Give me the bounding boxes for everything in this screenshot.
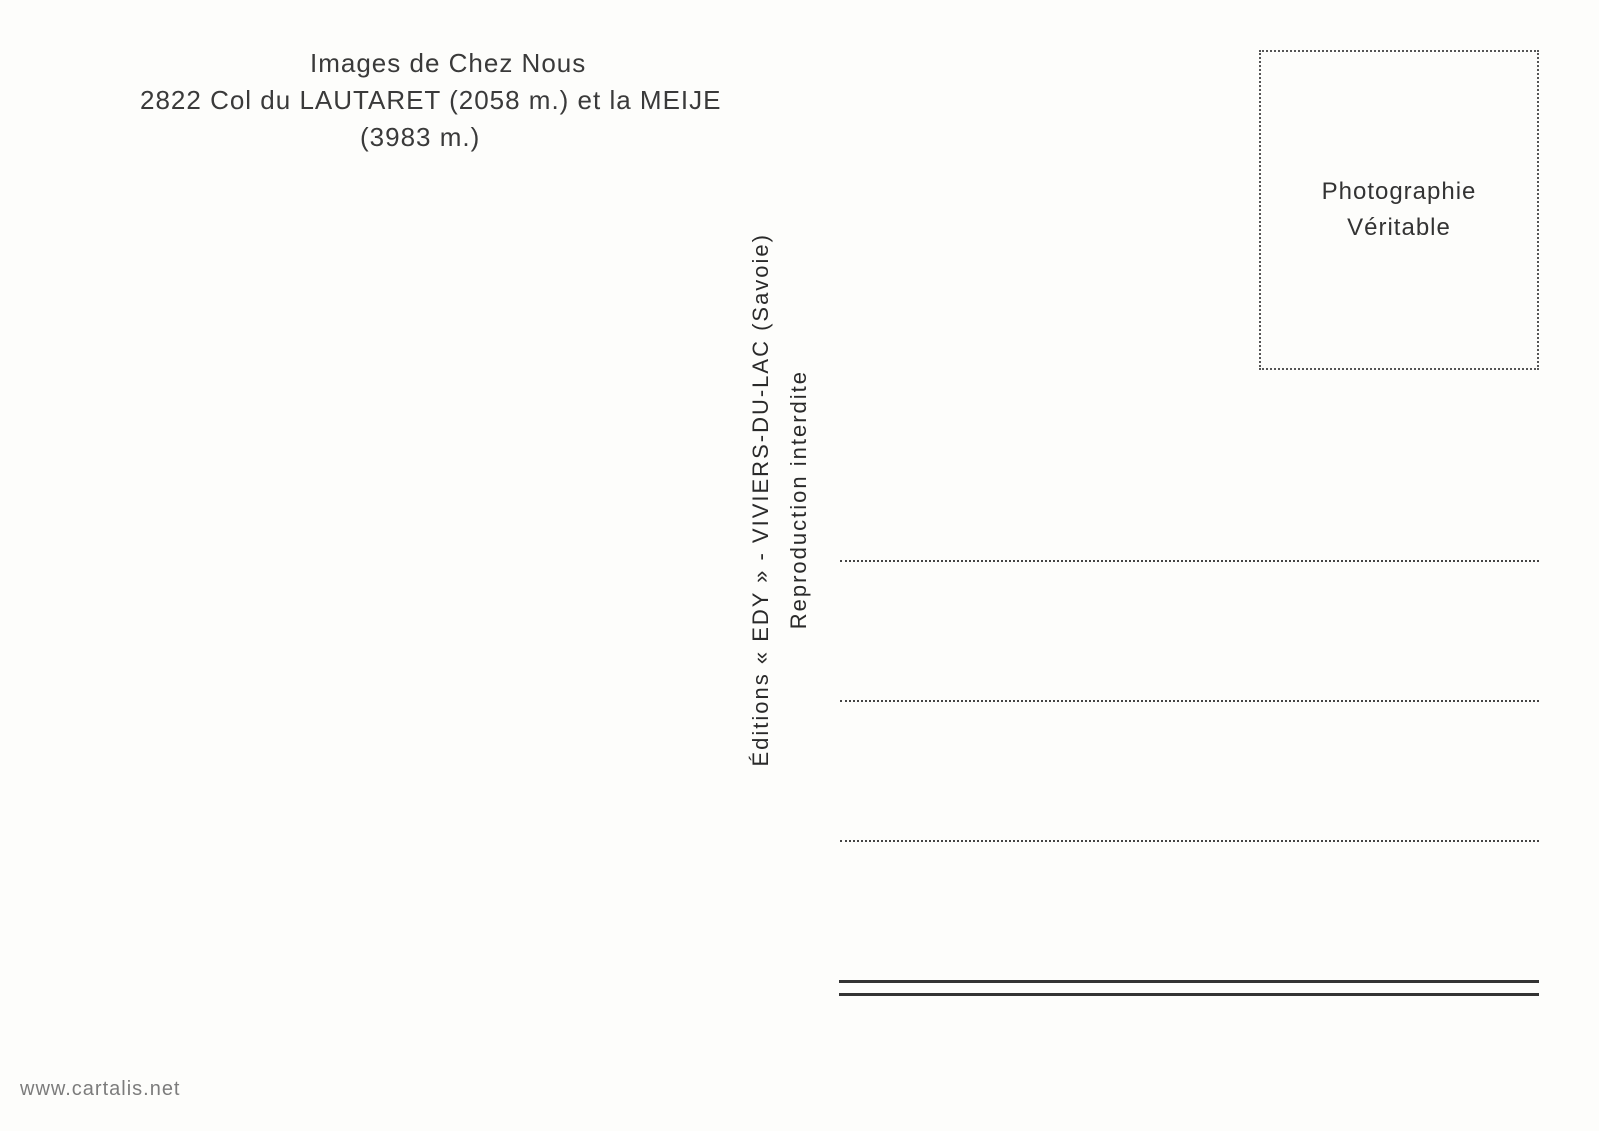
stamp-box: Photographie Véritable xyxy=(1259,50,1539,370)
address-line-2 xyxy=(840,700,1539,703)
watermark: www.cartalis.net xyxy=(20,1078,181,1101)
stamp-text-2: Véritable xyxy=(1347,210,1451,246)
postcard-back: Images de Chez Nous 2822 Col du LAUTARET… xyxy=(0,0,1599,1131)
publisher-line-b: Reproduction interdite xyxy=(786,370,812,629)
double-underline xyxy=(839,980,1539,996)
address-line-3 xyxy=(840,840,1539,843)
publisher-line-a: Éditions « EDY » - VIVIERS-DU-LAC (Savoi… xyxy=(748,233,774,767)
publisher-vertical: Éditions « EDY » - VIVIERS-DU-LAC (Savoi… xyxy=(750,110,810,890)
stamp-text-1: Photographie xyxy=(1322,174,1477,210)
address-line-1 xyxy=(840,560,1539,563)
